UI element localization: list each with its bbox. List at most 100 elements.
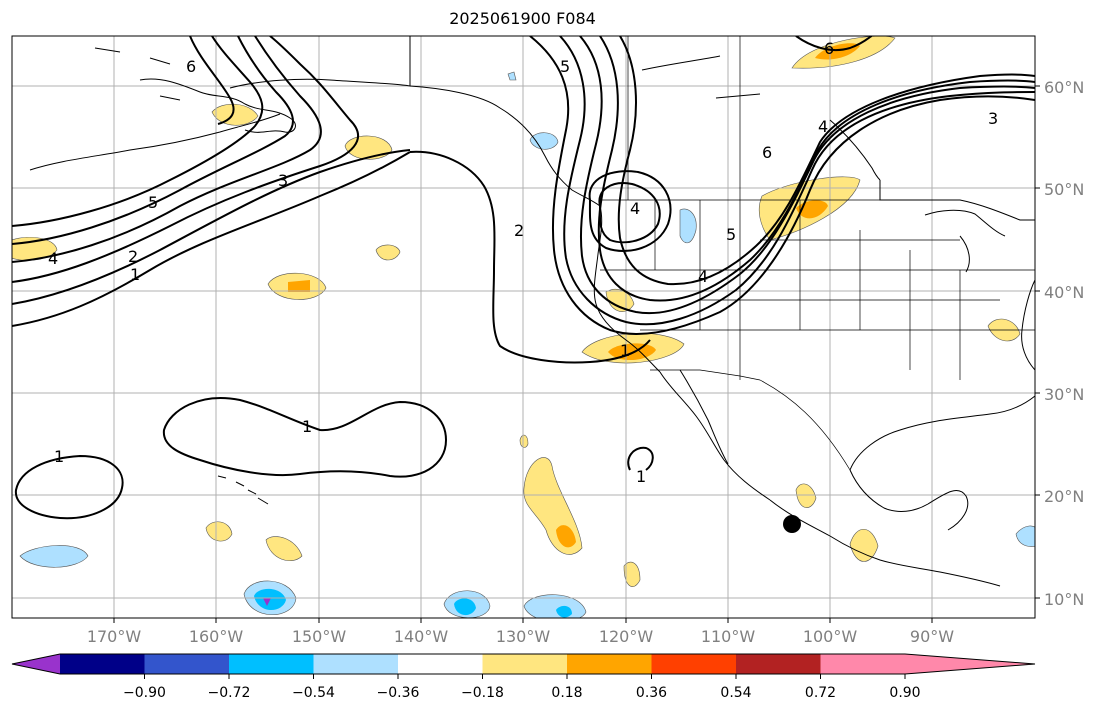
- contour-line: [12, 36, 360, 283]
- colorbar-tick-label: −0.18: [461, 685, 504, 701]
- positive-anomaly-patch: [605, 289, 635, 312]
- negative-anomaly-core: [454, 598, 476, 616]
- colorbar-tick-label: 0.36: [636, 685, 667, 701]
- lon-label: 140°W: [394, 627, 449, 646]
- hawaii-islands: [217, 475, 269, 505]
- contour-label: 5: [148, 193, 158, 212]
- contour-line: [529, 36, 1035, 335]
- contour-line: [12, 149, 411, 305]
- colorbar-bin: [736, 654, 821, 674]
- contour-line: [588, 170, 672, 252]
- contour-label: 4: [698, 267, 708, 286]
- positive-anomaly-patch: [795, 483, 817, 508]
- contour-label: 2: [128, 247, 138, 266]
- colorbar-tick-label: −0.54: [292, 685, 335, 701]
- lon-label: 100°W: [803, 627, 858, 646]
- contour-line: [579, 36, 1035, 315]
- positive-anomaly-patch: [265, 536, 303, 561]
- contour-line: [12, 36, 294, 245]
- lat-label: 50°N: [1044, 180, 1084, 199]
- positive-anomaly-patch: [849, 528, 879, 562]
- contour-label: 6: [186, 57, 196, 76]
- lon-label: 120°W: [599, 627, 654, 646]
- contour-line: [617, 36, 1035, 286]
- hawaii-island-chain: [217, 475, 269, 505]
- arctic-islands: [641, 55, 761, 99]
- alaska-peninsula: [139, 78, 296, 133]
- positive-anomaly-patch: [205, 521, 233, 542]
- lon-label: 170°W: [87, 627, 142, 646]
- yucatan-coast: [849, 469, 969, 531]
- contour-line: [12, 36, 264, 227]
- contour-line: [559, 36, 1035, 326]
- contour-line-1: [162, 397, 448, 478]
- lon-label: 130°W: [496, 627, 551, 646]
- alaska-coast: [229, 36, 411, 89]
- contour-label: 1: [620, 341, 630, 360]
- canada-east: [879, 180, 1035, 221]
- contour-label: 4: [48, 249, 58, 268]
- canada-province-borders: [627, 36, 741, 200]
- contour-line: [597, 36, 1035, 302]
- gulf-of-mexico-coast: [849, 395, 1035, 471]
- colorbar-tick-label: 0.72: [805, 685, 836, 701]
- contour-line-2: [409, 150, 651, 364]
- colorbar-bin: [651, 654, 736, 674]
- negative-anomaly-patch: [529, 132, 559, 150]
- colorbar-tick-label: 0.54: [720, 685, 751, 701]
- us-mexico-border: [650, 369, 851, 471]
- colorbar-tick-label: −0.72: [208, 685, 251, 701]
- gulf-of-california: [679, 369, 729, 465]
- latitude-axis: 60°N 50°N 40°N 30°N 20°N 10°N: [1035, 78, 1084, 609]
- contour-label: 3: [988, 109, 998, 128]
- baja-coast: [659, 371, 771, 501]
- negative-anomaly-patch: [1015, 525, 1035, 547]
- lat-label: 20°N: [1044, 487, 1084, 506]
- colorbar-outline: [11, 653, 1036, 675]
- colorbar-bin: [144, 654, 229, 674]
- contour-label: 1: [636, 467, 646, 486]
- contour-label: 4: [630, 199, 640, 218]
- colorbar-bin: [820, 654, 905, 674]
- contour-label: 5: [560, 57, 570, 76]
- colorbar-tick-label: 0.90: [889, 685, 920, 701]
- colorbar: −0.90 −0.72 −0.54 −0.36 −0.18 0.18 0.36 …: [11, 653, 1036, 701]
- negative-anomaly-patch: [507, 71, 517, 81]
- lon-label: 160°W: [189, 627, 244, 646]
- contour-line-1: [14, 454, 124, 520]
- location-marker: [783, 515, 801, 533]
- lat-label: 10°N: [1044, 590, 1084, 609]
- colorbar-extend-right: [905, 654, 1035, 674]
- lat-label: 40°N: [1044, 283, 1084, 302]
- colorbar-tick-label: −0.90: [123, 685, 166, 701]
- contour-label: 4: [818, 117, 828, 136]
- great-lakes: [924, 209, 1006, 273]
- negative-anomaly-patch: [19, 545, 89, 568]
- positive-anomaly-patch: [375, 244, 401, 261]
- negative-anomaly-patch: [679, 208, 697, 244]
- contour-label: 6: [762, 143, 772, 162]
- contour-line: [598, 182, 661, 244]
- colorbar-bin: [567, 654, 652, 674]
- contour-labels: 6 5 4 3 2 1 1 1 2 4 6 5 4 3 1 6 4 5 1: [48, 39, 998, 486]
- negative-anomaly-core: [556, 605, 572, 618]
- negative-anomaly-extreme: [263, 598, 271, 606]
- contour-label: 2: [514, 221, 524, 240]
- contour-label: 1: [302, 417, 312, 436]
- gulf-of-alaska-coast: [409, 85, 601, 207]
- colorbar-bin: [60, 654, 145, 674]
- contour-line: [12, 36, 322, 263]
- us-state-borders: [600, 239, 1035, 331]
- contour-label: 1: [54, 447, 64, 466]
- contour-line: [795, 36, 873, 52]
- mexico-pacific-coast: [769, 499, 1001, 587]
- contour-lines: [12, 36, 1035, 520]
- lon-label: 90°W: [910, 627, 954, 646]
- colorbar-tick-label: 0.18: [551, 685, 582, 701]
- positive-anomaly-patch: [519, 434, 529, 448]
- us-state-borders: [654, 200, 961, 380]
- lat-label: 30°N: [1044, 385, 1084, 404]
- colorbar-tick-label: −0.36: [377, 685, 420, 701]
- alaska-islands: [94, 47, 181, 101]
